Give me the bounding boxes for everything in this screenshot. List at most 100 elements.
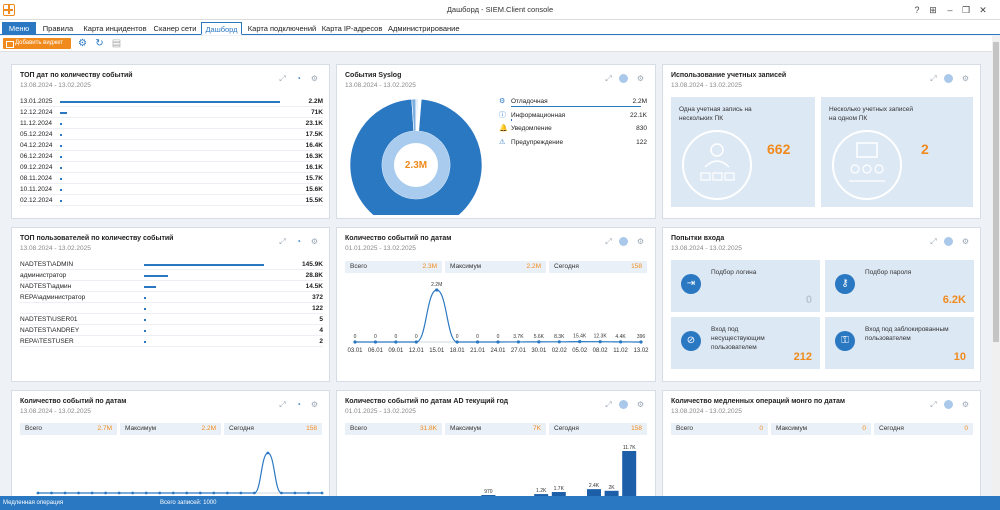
data-point[interactable] xyxy=(252,491,256,495)
tile-nonexistent-user[interactable]: ⊘ Вход под несуществующим пользователем … xyxy=(671,317,820,369)
tile-blocked-user[interactable]: ⚿ Вход под заблокированным пользователем… xyxy=(825,317,974,369)
bar[interactable] xyxy=(587,489,601,499)
gear-icon[interactable]: ⚙ xyxy=(961,74,970,83)
pie-chart-icon[interactable]: ◔ xyxy=(296,237,301,246)
expand-icon[interactable]: ⤢ xyxy=(930,74,937,83)
chart-type-icon[interactable] xyxy=(944,74,953,83)
data-point[interactable] xyxy=(158,491,162,495)
data-point[interactable] xyxy=(639,340,643,344)
help-icon[interactable]: ? xyxy=(914,5,920,15)
settings-icon[interactable]: ⚙ xyxy=(78,38,87,49)
data-point[interactable] xyxy=(185,491,189,495)
refresh-icon[interactable]: ↻ xyxy=(95,38,104,49)
export-icon[interactable]: ▤ xyxy=(111,38,122,49)
menu-button[interactable]: Меню xyxy=(2,22,36,35)
tile-one-account-many-pc[interactable]: Одна учетная запись на нескольких ПК 662 xyxy=(671,97,815,207)
bar[interactable] xyxy=(604,490,619,499)
tab-connection-map[interactable]: Карта подключений xyxy=(247,24,317,33)
expand-icon[interactable]: ⤢ xyxy=(930,400,937,409)
data-point[interactable] xyxy=(144,491,148,495)
data-point[interactable] xyxy=(117,491,121,495)
data-point[interactable] xyxy=(598,340,602,344)
pin-icon[interactable]: ⊞ xyxy=(929,5,937,15)
gear-icon[interactable]: ⚙ xyxy=(310,237,319,246)
data-point[interactable] xyxy=(63,491,67,495)
pie-chart-icon[interactable]: ◔ xyxy=(296,74,301,83)
gear-icon[interactable]: ⚙ xyxy=(636,400,645,409)
add-widget-button[interactable]: Добавить виджет xyxy=(3,38,71,49)
expand-icon[interactable]: ⤢ xyxy=(279,237,286,246)
legend-item[interactable]: ⚠ Предупреждение 122 xyxy=(499,136,647,149)
legend-item[interactable]: ⓘ Информационная 22.1K xyxy=(499,109,647,122)
data-point[interactable] xyxy=(50,491,53,495)
data-point[interactable] xyxy=(435,288,439,292)
tab-administration[interactable]: Администрирование xyxy=(388,24,460,33)
pie-chart-icon[interactable]: ◔ xyxy=(296,400,301,409)
tile-password-guessing[interactable]: ⚷ Подбор пароля 6.2K xyxy=(825,260,974,312)
expand-icon[interactable]: ⤢ xyxy=(279,74,286,83)
data-point[interactable] xyxy=(280,491,283,495)
data-point[interactable] xyxy=(516,340,521,344)
expand-icon[interactable]: ⤢ xyxy=(605,74,612,83)
data-point[interactable] xyxy=(293,491,297,495)
close-icon[interactable]: ✕ xyxy=(979,5,987,15)
data-point[interactable] xyxy=(373,340,378,344)
widget-controls: ⤢ ⚙ xyxy=(928,73,974,84)
data-point[interactable] xyxy=(496,340,500,344)
data-point[interactable] xyxy=(307,491,310,495)
data-point[interactable] xyxy=(557,340,561,344)
vertical-scrollbar[interactable] xyxy=(992,36,1000,496)
chart-type-icon[interactable] xyxy=(944,400,953,409)
data-point[interactable] xyxy=(353,340,357,344)
tile-many-accounts-one-pc[interactable]: Несколько учетных записей на одном ПК 2 xyxy=(821,97,973,207)
donut-slice[interactable] xyxy=(416,98,419,132)
gear-icon[interactable]: ⚙ xyxy=(310,400,319,409)
data-point[interactable] xyxy=(212,491,216,495)
data-point[interactable] xyxy=(266,451,270,455)
data-point[interactable] xyxy=(455,340,459,344)
data-point[interactable] xyxy=(537,340,541,344)
tab-ip-map[interactable]: Карта IP-адресов xyxy=(321,24,383,33)
data-point[interactable] xyxy=(36,491,40,495)
data-point[interactable] xyxy=(198,491,202,495)
legend-item[interactable]: 🔔 Уведомление 830 xyxy=(499,122,647,135)
expand-icon[interactable]: ⤢ xyxy=(930,237,937,246)
data-point[interactable] xyxy=(225,491,229,495)
data-point[interactable] xyxy=(618,340,623,344)
chart-type-icon[interactable] xyxy=(944,237,953,246)
data-point[interactable] xyxy=(320,491,324,495)
gear-icon[interactable]: ⚙ xyxy=(961,400,970,409)
data-point[interactable] xyxy=(578,340,582,344)
chart-type-icon[interactable] xyxy=(619,237,628,246)
minimize-icon[interactable]: – xyxy=(947,5,953,15)
data-point[interactable] xyxy=(171,491,175,495)
data-point[interactable] xyxy=(394,340,398,344)
restore-icon[interactable]: ❐ xyxy=(961,5,971,15)
tab-dashboard[interactable]: Дашборд xyxy=(201,22,242,35)
user-computers-icon xyxy=(682,130,752,200)
scrollbar-thumb[interactable] xyxy=(993,42,999,342)
gear-icon[interactable]: ⚙ xyxy=(961,237,970,246)
data-point[interactable] xyxy=(131,491,135,495)
expand-icon[interactable]: ⤢ xyxy=(279,400,286,409)
data-point[interactable] xyxy=(104,491,108,495)
tab-rules[interactable]: Правила xyxy=(42,24,74,33)
tab-incident-map[interactable]: Карта инцидентов xyxy=(83,24,147,33)
expand-icon[interactable]: ⤢ xyxy=(605,400,612,409)
tile-login-guessing[interactable]: ⇥ Подбор логина 0 xyxy=(671,260,820,312)
gear-icon[interactable]: ⚙ xyxy=(310,74,319,83)
data-point[interactable] xyxy=(414,340,418,344)
gear-icon[interactable]: ⚙ xyxy=(636,237,645,246)
data-point[interactable] xyxy=(77,491,80,495)
chart-type-icon[interactable] xyxy=(619,400,628,409)
data-point[interactable] xyxy=(239,491,243,495)
data-point[interactable] xyxy=(90,491,94,495)
chart-type-icon[interactable] xyxy=(619,74,628,83)
bar[interactable] xyxy=(551,492,566,499)
legend-item[interactable]: ⚙ Отладочная 2.2M xyxy=(499,95,647,108)
gear-icon[interactable]: ⚙ xyxy=(636,74,645,83)
data-point[interactable] xyxy=(475,340,480,344)
bar[interactable] xyxy=(622,451,637,499)
expand-icon[interactable]: ⤢ xyxy=(605,237,612,246)
tab-network-scanner[interactable]: Сканер сети xyxy=(153,24,197,33)
